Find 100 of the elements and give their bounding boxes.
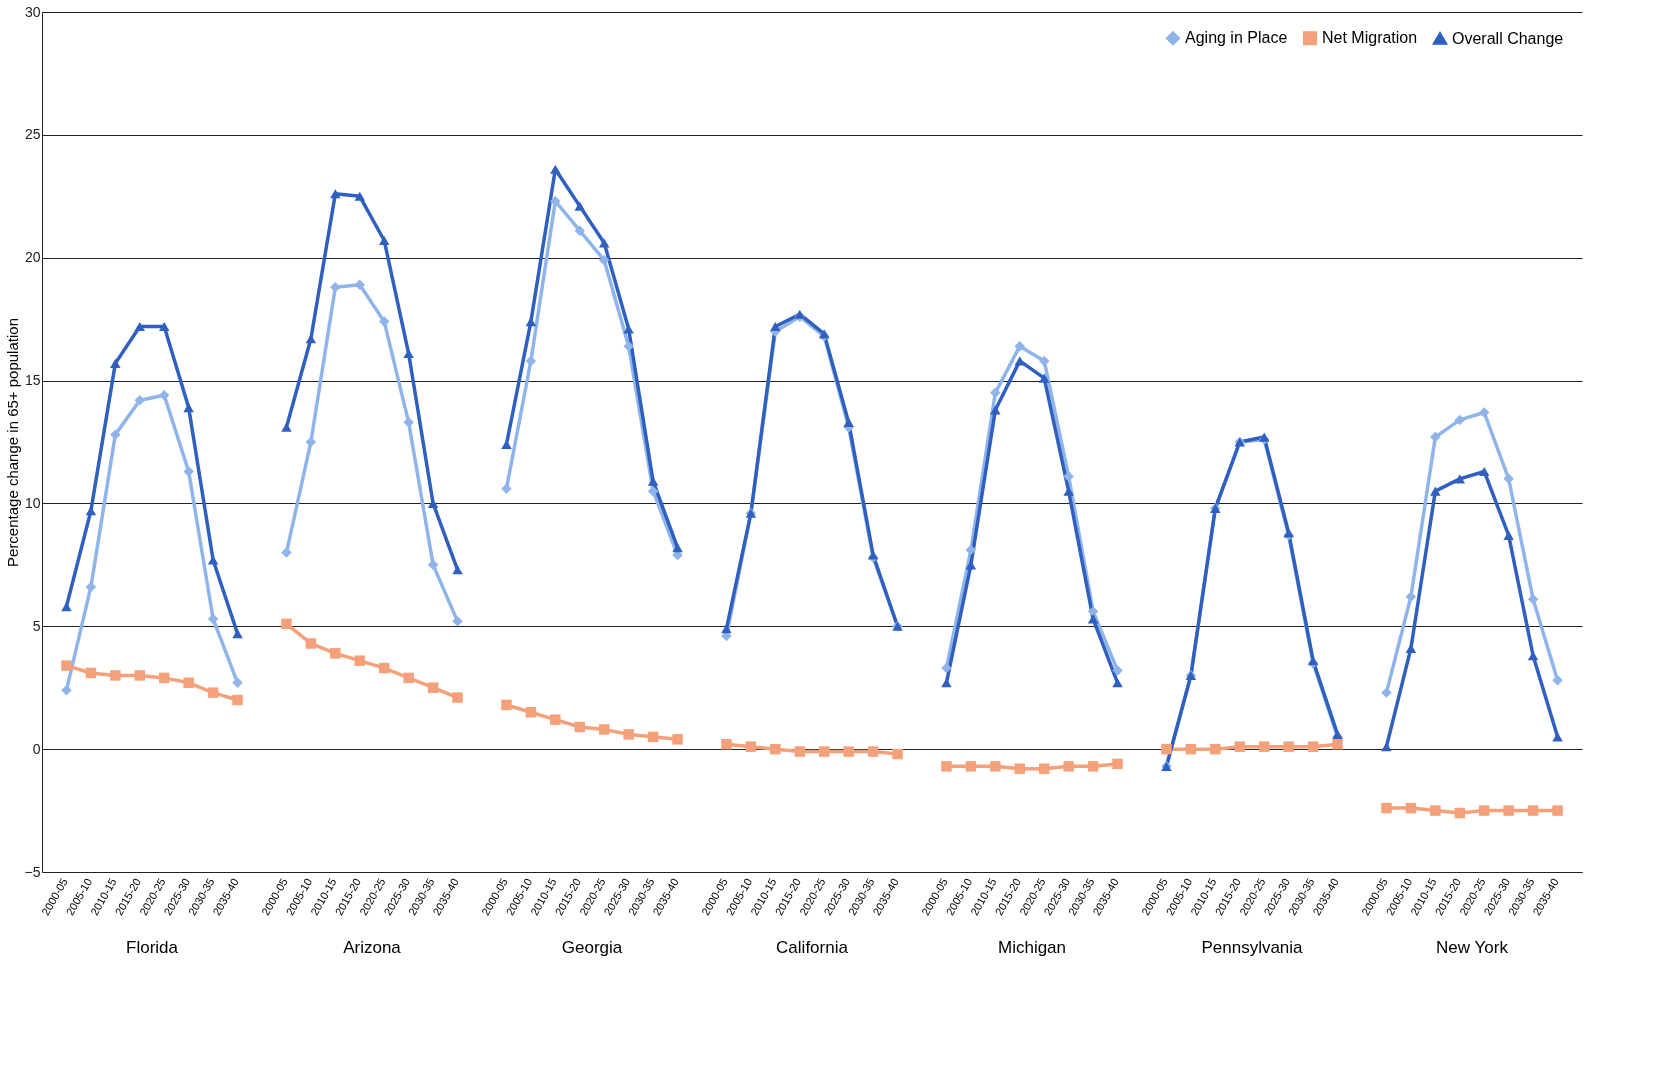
point [61,684,72,696]
point [61,660,72,671]
point [745,741,757,752]
point [452,565,463,575]
point [623,340,634,352]
point [452,692,463,703]
point [1454,414,1466,426]
point [1478,805,1490,816]
point [550,164,561,174]
point [721,624,732,634]
point [1014,340,1026,352]
point [598,238,610,248]
point [354,279,366,290]
point [525,355,537,367]
point [1503,805,1514,816]
point [574,201,586,211]
point [1332,738,1343,750]
point [378,316,390,327]
point [525,707,537,718]
y-tick-label: 25 [24,126,41,143]
point [158,672,170,684]
point [550,714,561,725]
point [1038,355,1050,367]
point [525,317,537,327]
point [110,358,121,368]
point [403,417,414,428]
point [770,743,781,755]
point [794,746,806,757]
point [941,662,952,674]
point [403,349,414,359]
legend-label: Net Migration [1322,29,1418,47]
point [1185,743,1197,755]
point [330,189,341,199]
point [598,724,610,735]
point [1087,614,1099,624]
point [452,616,463,627]
point [1210,743,1221,755]
point [501,483,512,494]
point [305,638,317,649]
point [183,403,194,413]
point [965,544,977,556]
point [1112,665,1123,676]
point [110,429,121,440]
point [1258,741,1270,752]
point [281,422,292,432]
point [1430,431,1441,443]
point [818,746,830,757]
point [574,225,586,236]
point [85,581,97,593]
point [1234,741,1246,752]
point [183,677,194,689]
point [281,618,292,630]
point [378,662,390,674]
point [330,281,341,293]
legend-label: Aging in Place [1185,29,1288,47]
point [183,466,194,477]
point [1161,743,1172,755]
point [574,721,586,733]
point [403,672,414,684]
point [1063,471,1074,482]
point [721,738,732,750]
point [1430,486,1441,496]
point [1038,373,1050,383]
point [305,436,317,448]
y-tick-label: −5 [24,863,41,880]
point [1283,741,1294,752]
point [1478,407,1490,418]
legend-label: Overall Change [1452,29,1564,47]
y-tick-label: 20 [24,249,41,266]
point [85,667,97,679]
point [843,417,854,427]
point [941,678,952,688]
point [1014,763,1026,775]
text: Georgia [561,938,623,957]
point [232,694,243,706]
point [990,761,1001,772]
point [867,746,879,757]
y-tick-label: 5 [32,617,41,634]
point [1381,802,1392,814]
y-tick-label: 10 [24,494,41,511]
point [1527,805,1539,816]
point [770,321,781,332]
point [330,648,341,659]
point [1307,741,1319,752]
point [672,734,683,745]
point [623,324,634,334]
point [965,761,977,772]
text: California [776,938,849,957]
point [990,405,1001,415]
point [1332,729,1343,739]
point [1063,486,1074,496]
point [281,547,292,558]
point [1405,802,1417,814]
point [598,254,610,266]
point [1552,805,1563,816]
point [892,748,903,760]
point [843,746,854,757]
point [427,682,439,693]
point [427,559,439,571]
point [1552,732,1563,742]
